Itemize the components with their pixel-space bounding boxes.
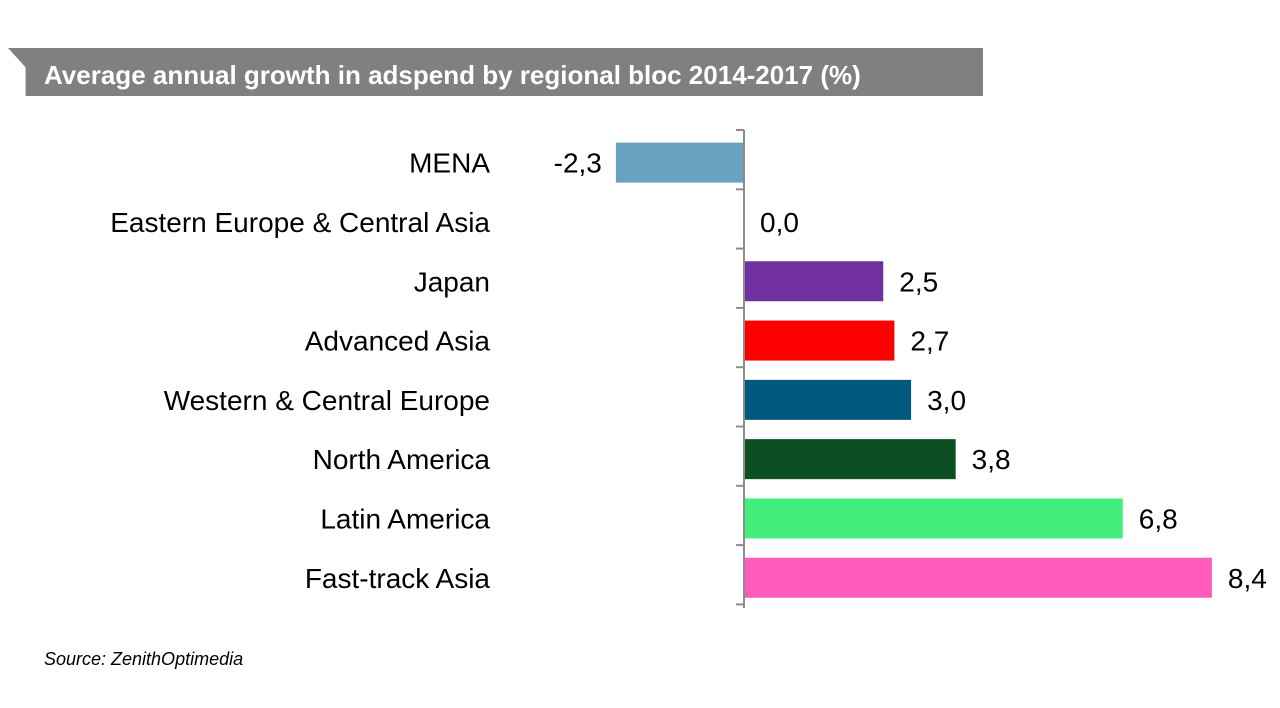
category-label: Japan (414, 266, 490, 297)
bar (744, 498, 1123, 539)
value-label: 8,4 (1228, 563, 1267, 594)
value-label: -2,3 (554, 148, 602, 179)
value-label: 6,8 (1139, 503, 1178, 534)
bar (744, 261, 884, 302)
category-label: Advanced Asia (305, 326, 491, 357)
bar (744, 320, 895, 361)
bar (744, 439, 956, 480)
bar (615, 142, 744, 183)
category-label: MENA (409, 148, 490, 179)
source-note: Source: ZenithOptimedia (44, 649, 244, 669)
bar (744, 379, 912, 420)
value-label: 3,0 (927, 385, 966, 416)
value-label: 2,7 (910, 326, 949, 357)
title-banner (28, 48, 983, 96)
category-label: Eastern Europe & Central Asia (110, 207, 490, 238)
value-label: 3,8 (972, 444, 1011, 475)
category-label: Latin America (320, 503, 490, 534)
category-label: Western & Central Europe (164, 385, 490, 416)
value-label: 0,0 (760, 207, 799, 238)
category-label: Fast-track Asia (305, 563, 491, 594)
chart-title: Average annual growth in adspend by regi… (44, 60, 861, 90)
category-label: North America (313, 444, 491, 475)
bar (744, 557, 1212, 598)
value-label: 2,5 (899, 266, 938, 297)
